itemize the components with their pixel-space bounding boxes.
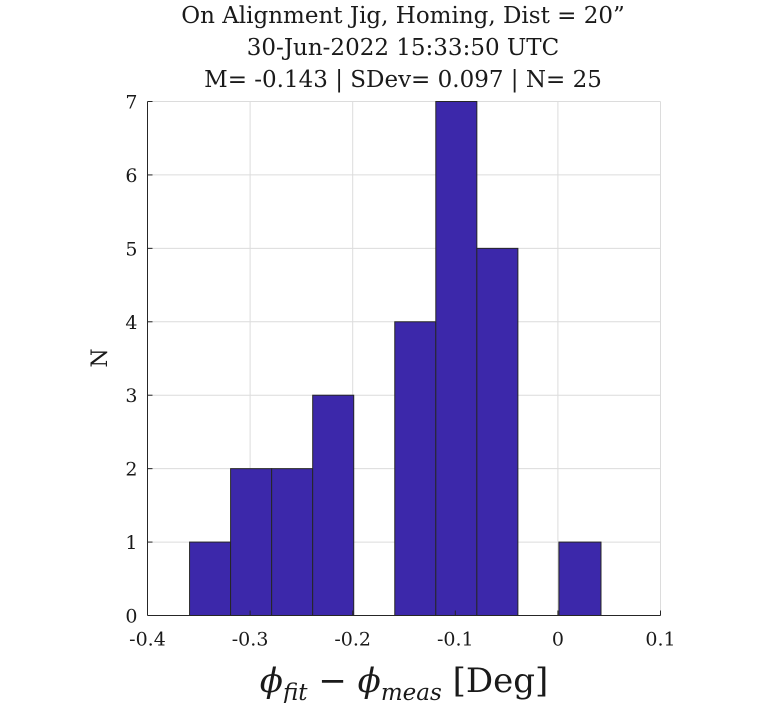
bar-bin-1	[230, 468, 273, 616]
bar-bin-9	[558, 541, 602, 616]
x-tick-label-1: -0.3	[232, 629, 269, 651]
histogram-bars	[189, 101, 602, 617]
bar-bin-0	[189, 541, 232, 616]
x-tick-label-3: -0.1	[437, 629, 474, 651]
title-line-1: On Alignment Jig, Homing, Dist = 20”	[181, 3, 625, 29]
x-tick-label-4: 0	[552, 629, 564, 651]
axis-ticks: -0.4 -0.3 -0.2 -0.1 0 0.1 0 1 2 3 4 5 6 7	[125, 92, 675, 651]
x-axis-label: ϕfit − ϕmeas [Deg]	[260, 661, 549, 703]
title-line-2: 30-Jun-2022 15:33:50 UTC	[247, 35, 559, 61]
bar-bin-2	[271, 468, 314, 616]
y-tick-label-1: 1	[125, 532, 137, 554]
bar-bin-6	[435, 101, 478, 616]
y-tick-label-2: 2	[125, 459, 137, 481]
chart-title: On Alignment Jig, Homing, Dist = 20” 30-…	[181, 3, 625, 93]
y-tick-label-4: 4	[125, 312, 137, 334]
x-tick-label-0: -0.4	[129, 629, 166, 651]
x-tick-label-2: -0.2	[334, 629, 371, 651]
x-label-unit: [Deg]	[442, 661, 548, 701]
axes	[147, 101, 661, 616]
x-label-sub-fit: fit	[281, 680, 308, 703]
y-tick-label-6: 6	[125, 165, 137, 187]
bar-bin-5	[394, 321, 437, 616]
x-label-minus: −	[308, 661, 358, 701]
y-tick-label-5: 5	[125, 238, 137, 260]
x-label-phi-1: ϕ	[260, 661, 283, 701]
grid-lines	[147, 101, 661, 616]
y-tick-label-7: 7	[125, 92, 137, 114]
bar-bin-7	[476, 247, 519, 616]
bar-bin-3	[312, 394, 355, 617]
x-label-sub-meas: meas	[381, 680, 442, 703]
title-line-3: M= -0.143 | SDev= 0.097 | N= 25	[204, 67, 602, 93]
x-tick-label-5: 0.1	[645, 629, 675, 651]
y-tick-label-0: 0	[125, 606, 137, 628]
x-label-phi-2: ϕ	[358, 661, 381, 701]
y-tick-label-3: 3	[125, 385, 137, 407]
y-axis-label: N	[88, 348, 113, 367]
